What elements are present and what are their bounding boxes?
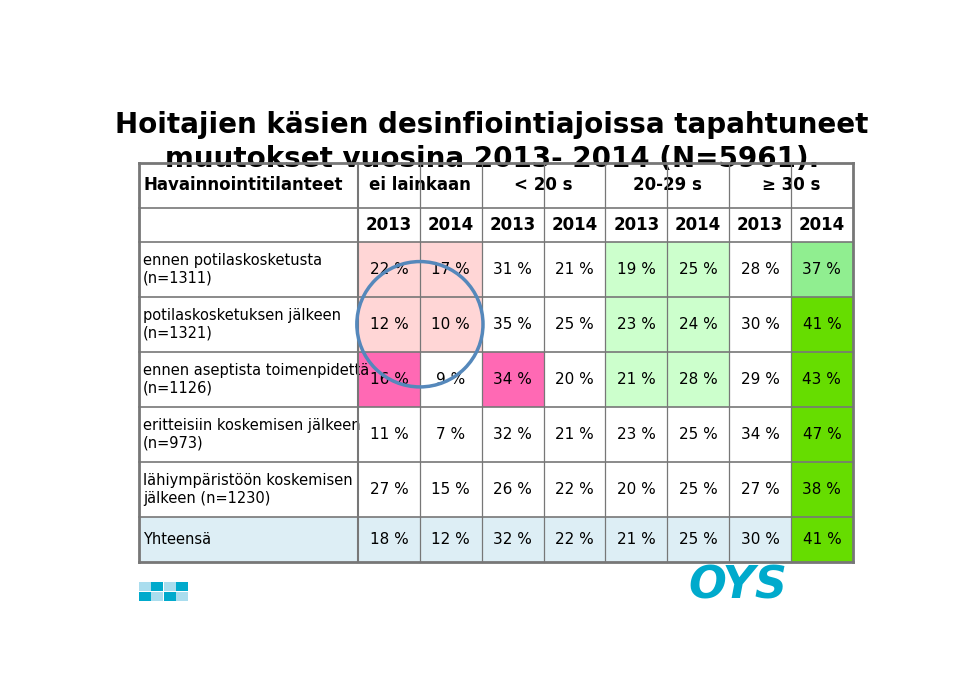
Bar	[667, 297, 730, 352]
Bar	[358, 242, 420, 297]
Text: 2014: 2014	[428, 216, 474, 234]
Text: 34 %: 34 %	[740, 427, 780, 442]
Text: 22 %: 22 %	[555, 482, 594, 497]
Text: 28 %: 28 %	[741, 262, 780, 276]
Bar	[606, 242, 667, 297]
Text: ei lainkaan: ei lainkaan	[369, 176, 470, 194]
Text: 34 %: 34 %	[493, 372, 532, 387]
Bar	[420, 297, 482, 352]
Text: 25 %: 25 %	[679, 482, 718, 497]
Text: 28 %: 28 %	[679, 372, 718, 387]
Text: 26 %: 26 %	[493, 482, 532, 497]
Text: 35 %: 35 %	[493, 317, 532, 332]
Text: 27 %: 27 %	[370, 482, 408, 497]
Text: 25 %: 25 %	[679, 532, 718, 547]
Text: 2013: 2013	[490, 216, 536, 234]
Text: 15 %: 15 %	[431, 482, 470, 497]
Text: Yhteensä: Yhteensä	[143, 532, 211, 547]
Bar	[791, 352, 852, 407]
Bar	[138, 592, 151, 601]
Text: 21 %: 21 %	[555, 262, 594, 276]
Text: 23 %: 23 %	[617, 427, 656, 442]
Text: 10 %: 10 %	[431, 317, 470, 332]
Text: 24 %: 24 %	[679, 317, 718, 332]
Text: 19 %: 19 %	[617, 262, 656, 276]
Text: 21 %: 21 %	[617, 532, 656, 547]
Bar	[606, 297, 667, 352]
Text: 25 %: 25 %	[679, 262, 718, 276]
Text: 21 %: 21 %	[555, 427, 594, 442]
Text: ≥ 30 s: ≥ 30 s	[762, 176, 820, 194]
Text: 11 %: 11 %	[370, 427, 408, 442]
Text: 32 %: 32 %	[493, 532, 532, 547]
Text: 32 %: 32 %	[493, 427, 532, 442]
Bar	[138, 582, 151, 591]
Bar	[667, 242, 730, 297]
Text: 12 %: 12 %	[431, 532, 470, 547]
Text: lähiympäristöön koskemisen
jälkeen (n=1230): lähiympäristöön koskemisen jälkeen (n=12…	[143, 473, 352, 505]
Text: 2014: 2014	[551, 216, 598, 234]
Bar	[151, 592, 163, 601]
Text: 30 %: 30 %	[740, 317, 780, 332]
Text: 25 %: 25 %	[555, 317, 594, 332]
Text: Hoitajien käsien desinfiointiajoissa tapahtuneet
muutokset vuosina 2013- 2014 (N: Hoitajien käsien desinfiointiajoissa tap…	[115, 110, 869, 173]
Text: 16 %: 16 %	[370, 372, 408, 387]
Bar	[163, 582, 176, 591]
Text: 37 %: 37 %	[803, 262, 841, 276]
Text: 12 %: 12 %	[370, 317, 408, 332]
Text: 2013: 2013	[366, 216, 412, 234]
Bar	[176, 592, 188, 601]
Text: ennen aseptista toimenpidettä
(n=1126): ennen aseptista toimenpidettä (n=1126)	[143, 363, 370, 396]
Text: 20 %: 20 %	[555, 372, 594, 387]
Bar	[163, 592, 176, 601]
Text: 47 %: 47 %	[803, 427, 841, 442]
Bar	[151, 582, 163, 591]
Bar	[791, 242, 852, 297]
Text: 31 %: 31 %	[493, 262, 532, 276]
Text: 27 %: 27 %	[741, 482, 780, 497]
Text: 21 %: 21 %	[617, 372, 656, 387]
Bar	[138, 517, 852, 562]
Text: 29 %: 29 %	[740, 372, 780, 387]
Text: 23 %: 23 %	[617, 317, 656, 332]
Text: eritteisiin koskemisen jälkeen
(n=973): eritteisiin koskemisen jälkeen (n=973)	[143, 418, 361, 451]
Text: Havainnointitilanteet: Havainnointitilanteet	[143, 176, 343, 194]
Bar	[138, 163, 852, 562]
Text: 17 %: 17 %	[431, 262, 470, 276]
Bar	[420, 242, 482, 297]
Bar	[482, 352, 543, 407]
Text: 41 %: 41 %	[803, 317, 841, 332]
Text: 43 %: 43 %	[803, 372, 841, 387]
Text: 22 %: 22 %	[555, 532, 594, 547]
Text: 25 %: 25 %	[679, 427, 718, 442]
Bar	[791, 517, 852, 562]
Bar	[791, 297, 852, 352]
Bar	[791, 462, 852, 517]
Text: 18 %: 18 %	[370, 532, 408, 547]
Bar	[176, 582, 188, 591]
Text: ennen potilaskosketusta
(n=1311): ennen potilaskosketusta (n=1311)	[143, 253, 323, 285]
Text: < 20 s: < 20 s	[515, 176, 573, 194]
Text: 20 %: 20 %	[617, 482, 656, 497]
Bar	[606, 352, 667, 407]
Text: OYS: OYS	[688, 565, 787, 607]
Text: potilaskosketuksen jälkeen
(n=1321): potilaskosketuksen jälkeen (n=1321)	[143, 308, 341, 340]
Text: 22 %: 22 %	[370, 262, 408, 276]
Bar	[358, 352, 420, 407]
Text: 2014: 2014	[799, 216, 845, 234]
Text: 38 %: 38 %	[803, 482, 841, 497]
Text: 7 %: 7 %	[436, 427, 466, 442]
Text: 2014: 2014	[675, 216, 721, 234]
Text: 2013: 2013	[737, 216, 783, 234]
Text: 41 %: 41 %	[803, 532, 841, 547]
Text: 20-29 s: 20-29 s	[633, 176, 702, 194]
Text: 2013: 2013	[613, 216, 660, 234]
Bar	[667, 352, 730, 407]
Bar	[358, 297, 420, 352]
Bar	[791, 407, 852, 462]
Text: 9 %: 9 %	[436, 372, 466, 387]
Text: 30 %: 30 %	[740, 532, 780, 547]
